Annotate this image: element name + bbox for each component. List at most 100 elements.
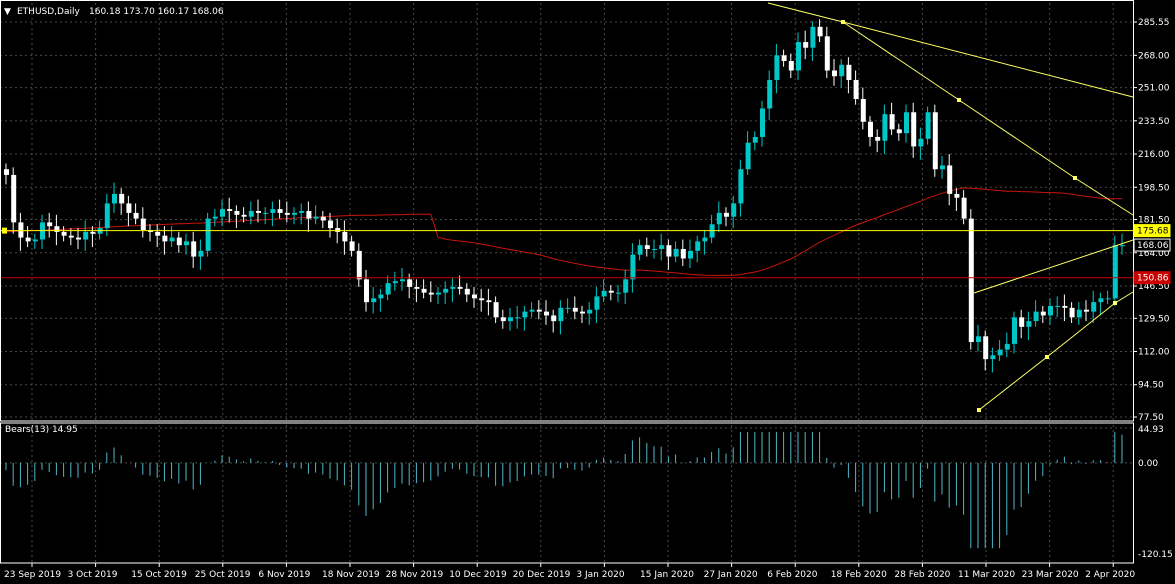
candle-body — [839, 64, 845, 77]
candle-body — [810, 26, 816, 48]
chart-header: ▼ ETHUSD,Daily 160.18 173.70 160.17 168.… — [4, 7, 224, 17]
candle-body — [1112, 245, 1118, 299]
candle-body — [853, 80, 859, 99]
candle-body — [61, 231, 67, 236]
price-marker — [1133, 224, 1171, 238]
candle-body — [875, 136, 881, 141]
candle-body — [436, 292, 441, 295]
time-tick-label: 3 Oct 2019 — [68, 570, 118, 580]
candle-body — [745, 142, 751, 170]
time-tick-label: 10 Dec 2019 — [449, 570, 507, 580]
candle-body — [140, 218, 146, 230]
candle-body — [25, 237, 31, 242]
trend-line[interactable] — [978, 291, 1134, 411]
candle-body — [817, 26, 823, 37]
horizontal-levels[interactable] — [0, 227, 1133, 279]
trend-anchor[interactable] — [841, 20, 845, 24]
candle-body — [479, 298, 485, 301]
candle-body — [1033, 311, 1039, 322]
trend-anchor[interactable] — [1073, 176, 1077, 180]
time-tick-label: 23 Mar 2020 — [1022, 570, 1079, 580]
candle-body — [184, 241, 189, 246]
candle-body — [673, 248, 679, 257]
candle-body — [392, 281, 398, 284]
symbol-menu-arrow[interactable]: ▼ — [4, 7, 11, 17]
indicator-axis: 44.93 0.00 -120.15 — [1138, 425, 1173, 560]
candle-body — [788, 61, 794, 71]
candle-body — [385, 283, 391, 295]
price-tick-label: 233.50 — [1138, 117, 1170, 127]
candle-body — [1069, 307, 1075, 318]
candle-body — [1019, 317, 1025, 327]
candle-body — [126, 203, 132, 213]
price-marker — [1133, 271, 1171, 285]
candle-body — [832, 70, 837, 77]
candle-body — [263, 212, 269, 214]
candle-body — [961, 197, 967, 219]
candle-body — [378, 294, 384, 299]
candle-body — [169, 237, 175, 242]
price-marker-label: 175.68 — [1137, 227, 1169, 237]
trend-line[interactable] — [842, 21, 1134, 216]
candle-body — [90, 231, 96, 234]
candle-body — [983, 336, 989, 360]
time-tick-label: 18 Feb 2020 — [831, 570, 887, 580]
candle-body — [191, 241, 197, 257]
candle-body — [774, 55, 780, 81]
trend-anchor[interactable] — [977, 408, 981, 412]
trend-anchor[interactable] — [1113, 301, 1117, 305]
candle-body — [767, 80, 773, 109]
time-tick-label: 2 Apr 2020 — [1085, 570, 1135, 580]
candle-body — [371, 298, 377, 303]
candle-body — [68, 235, 74, 238]
trend-anchor[interactable] — [1045, 355, 1049, 359]
candle-body — [248, 211, 254, 217]
candle-body — [284, 212, 290, 215]
candle-body — [493, 302, 499, 318]
time-tick-label: 27 Jan 2020 — [704, 570, 758, 580]
trend-line[interactable] — [973, 239, 1134, 294]
candle-body — [572, 307, 578, 312]
candle-body — [1026, 321, 1032, 327]
candle-body — [508, 317, 513, 322]
candle-body — [119, 193, 125, 204]
candle-body — [335, 228, 341, 232]
candle-body — [328, 220, 333, 229]
candle-body — [155, 231, 161, 236]
candle-body — [680, 248, 686, 259]
candle-body — [32, 239, 38, 242]
bears-power-indicator — [5, 431, 1123, 549]
moving-average-line — [5, 187, 1123, 276]
candle-body — [587, 309, 593, 314]
trend-anchor[interactable] — [957, 98, 961, 102]
candle-body — [731, 203, 737, 217]
candle-body — [868, 121, 873, 137]
candle-body — [925, 112, 931, 139]
price-tick-label: 129.50 — [1138, 314, 1170, 324]
candle-body — [760, 108, 765, 137]
level-handle[interactable] — [2, 227, 7, 234]
candle-body — [457, 286, 463, 289]
candle-body — [176, 237, 182, 246]
candle-body — [666, 245, 672, 257]
price-tick-label: 164.00 — [1138, 249, 1170, 259]
candle-body — [1120, 245, 1125, 247]
candle-body — [558, 307, 564, 322]
candle-body — [356, 250, 362, 280]
trend-lines[interactable] — [767, 2, 1134, 412]
candle-body — [313, 216, 319, 219]
chart-frame — [0, 0, 1134, 564]
candle-body — [544, 311, 549, 316]
time-axis: 23 Sep 2019 3 Oct 2019 15 Oct 2019 25 Oct 2… — [4, 563, 1135, 580]
candle-body — [652, 248, 657, 250]
candle-body — [1105, 298, 1111, 300]
time-tick-label: 20 Dec 2019 — [513, 570, 571, 580]
candle-body — [162, 235, 168, 242]
candle-body — [299, 211, 305, 213]
candle-body — [637, 245, 643, 255]
candle-body — [443, 288, 449, 293]
price-tick-label: 94.50 — [1138, 381, 1164, 391]
candle-body — [277, 209, 283, 213]
